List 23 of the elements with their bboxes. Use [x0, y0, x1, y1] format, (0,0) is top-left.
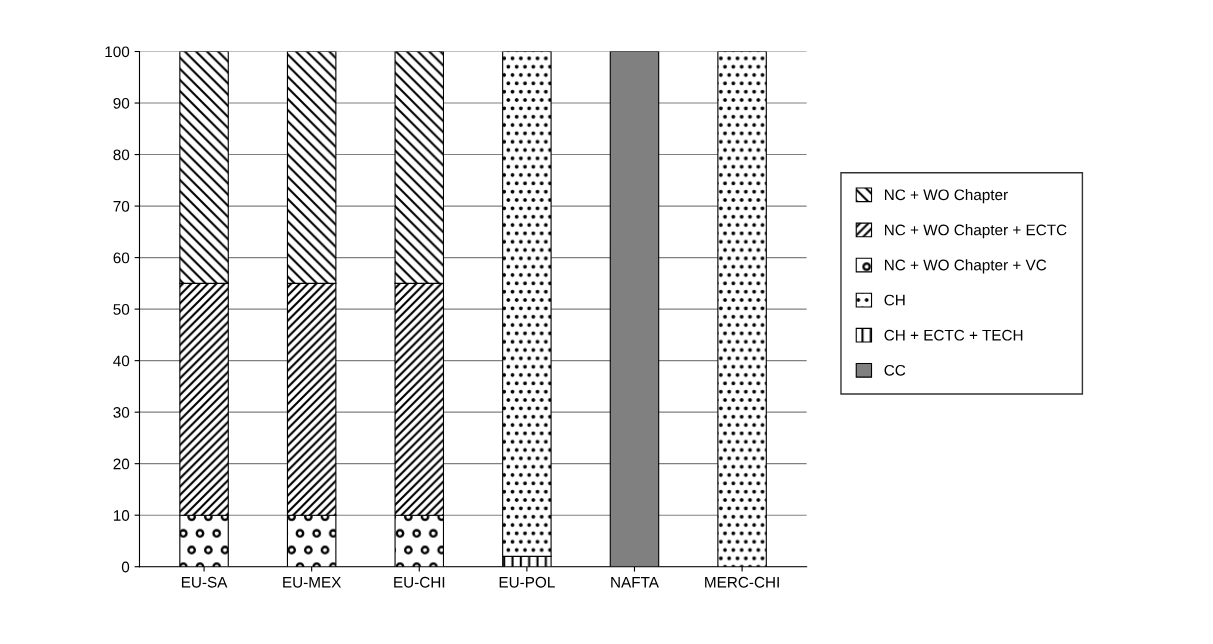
y-tick-label: 80 [113, 149, 130, 161]
y-tick-label: 0 [121, 561, 130, 573]
y-tick-label: 50 [113, 303, 130, 315]
y-tick-label: 10 [113, 510, 130, 521]
y-tick-label: 70 [113, 200, 130, 212]
x-tick-label: MERC-CHI [705, 576, 779, 588]
y-tick-label: 90 [113, 97, 130, 109]
y-tick-label: 30 [113, 407, 130, 418]
x-tick-label: NAFTA [611, 577, 659, 588]
x-tick-label: EU-CHI [394, 576, 445, 588]
legend-label: CH [884, 294, 905, 306]
y-tick-label: 40 [113, 355, 130, 367]
y-tick-label: 60 [113, 252, 130, 264]
legend-label: CH + ECTC + TECH [884, 329, 1023, 341]
y-tick-label: 100 [105, 46, 130, 58]
x-tick-label: EU-POL [499, 576, 555, 588]
legend-label: NC + WO Chapter + VC [885, 259, 1047, 274]
x-tick-label: EU-SA [181, 576, 228, 588]
legend-label: NC + WO Chapter + ECTC [885, 224, 1067, 239]
legend-label: CC [884, 364, 906, 376]
legend-label: NC + WO Chapter [885, 188, 1008, 204]
y-tick-label: 20 [113, 458, 130, 470]
x-tick-label: EU-MEX [283, 577, 342, 588]
